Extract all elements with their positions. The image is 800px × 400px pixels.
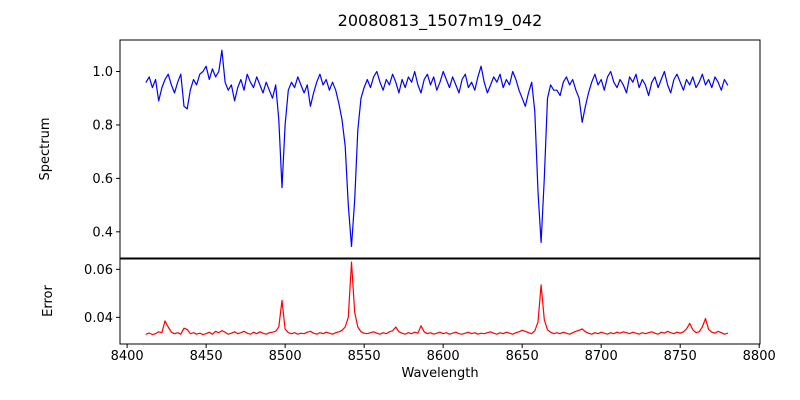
x-tick-label: 8500 (269, 349, 302, 364)
x-axis-label: Wavelength (401, 366, 478, 381)
error-panel (119, 258, 761, 345)
y-tick-label: 0.04 (84, 311, 113, 326)
x-tick-label: 8400 (111, 349, 144, 364)
y-tick-label: 1.0 (92, 65, 113, 80)
error-y-axis-label: Error (41, 285, 56, 317)
x-tick-label: 8600 (427, 349, 460, 364)
y-tick-label: 0.4 (92, 225, 113, 240)
spectrum-panel (119, 39, 761, 259)
data-series (145, 49, 729, 336)
x-tick-label: 8650 (506, 349, 539, 364)
x-tick-label: 8550 (348, 349, 381, 364)
y-tick-label: 0.06 (84, 263, 113, 278)
spectrum-y-axis-label: Spectrum (38, 118, 53, 181)
x-tick-label: 8800 (743, 349, 776, 364)
y-tick-label: 0.6 (92, 172, 113, 187)
axis-ticks: 1.0 0.8 0.6 0.4 0.06 0.04 8400 8450 8500 8550 8600… (84, 65, 776, 364)
y-tick-label: 0.8 (92, 118, 113, 133)
error-line (145, 261, 729, 336)
spectrum-line (145, 49, 729, 248)
x-tick-label: 8750 (664, 349, 697, 364)
x-tick-label: 8450 (190, 349, 223, 364)
figure-title: 20080813_1507m19_042 (338, 11, 543, 31)
x-tick-label: 8700 (585, 349, 618, 364)
